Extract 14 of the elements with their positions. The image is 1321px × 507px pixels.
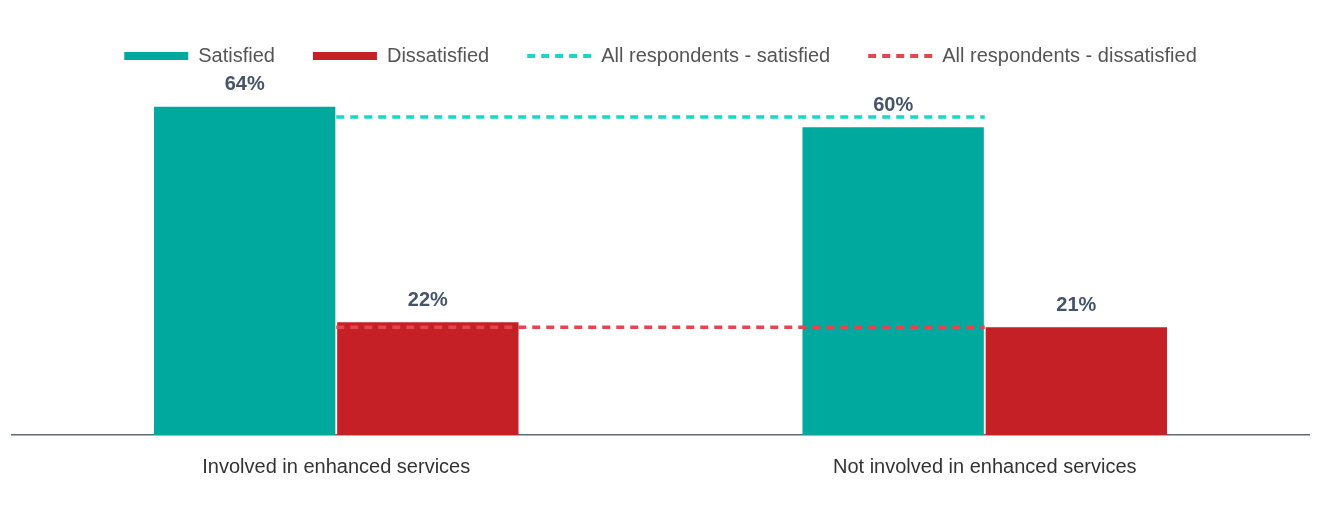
legend-label: Satisfied [198,43,275,66]
data-label: 22% [407,287,449,310]
legend-label: All respondents - satisfied [601,43,831,66]
bar [802,127,984,435]
legend-label: Dissatisfied [386,43,490,66]
legend-label: All respondents - dissatisfied [942,43,1197,66]
x-tick-label: Not involved in enhanced services [832,454,1137,477]
data-label: 21% [1056,292,1097,315]
bar [153,106,336,435]
data-label: 60% [873,92,914,115]
data-label: 64% [224,72,265,95]
x-tick-label: Involved in enhanced services [202,454,471,477]
bar [337,322,519,435]
bar [985,327,1168,435]
